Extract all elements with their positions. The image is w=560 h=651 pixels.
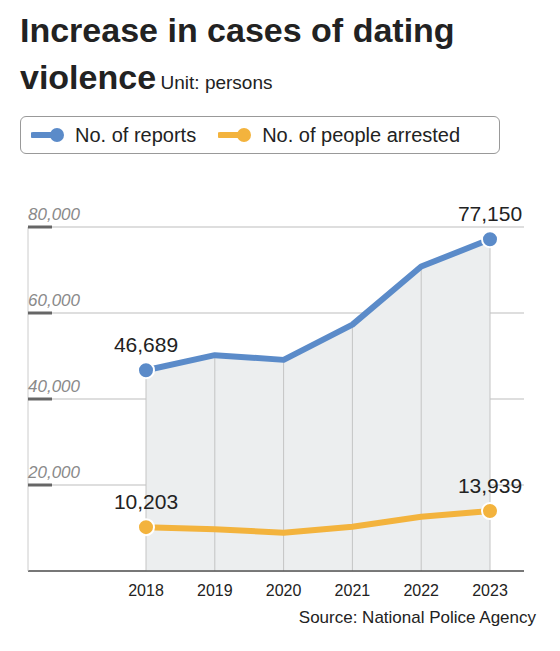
svg-text:2023: 2023	[472, 582, 508, 599]
svg-text:13,939: 13,939	[458, 474, 522, 497]
svg-text:60,000: 60,000	[28, 291, 81, 310]
svg-text:20,000: 20,000	[27, 463, 81, 482]
svg-text:2020: 2020	[266, 582, 302, 599]
html-text:No. of people arrested: No. of people arrested	[262, 123, 461, 146]
svg-text:80,000: 80,000	[28, 205, 81, 224]
svg-text:2019: 2019	[197, 582, 233, 599]
svg-text:2021: 2021	[335, 582, 371, 599]
svg-text:2018: 2018	[128, 582, 164, 599]
svg-text:40,000: 40,000	[28, 377, 81, 396]
svg-text:77,150: 77,150	[458, 202, 522, 225]
svg-text:10,203: 10,203	[114, 490, 178, 513]
html-text:Increase in cases of dating vi: Increase in cases of dating violenceUnit…	[20, 11, 455, 96]
html-text:Source: National Police Agency: Source: National Police Agency	[298, 608, 536, 627]
svg-text:2022: 2022	[403, 582, 439, 599]
html-text:No. of reports: No. of reports	[75, 123, 197, 146]
svg-text:46,689: 46,689	[114, 333, 178, 356]
